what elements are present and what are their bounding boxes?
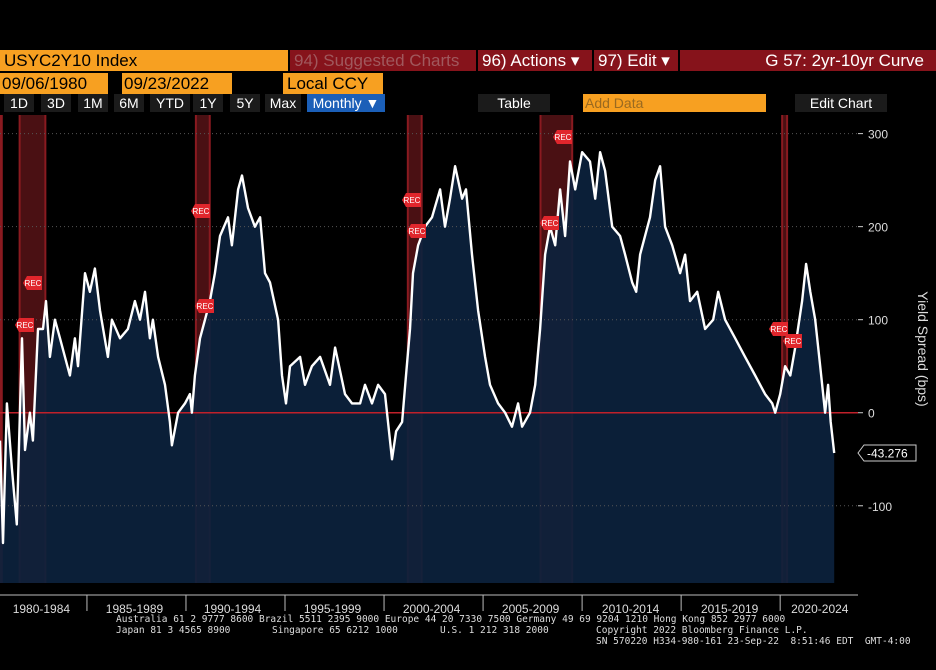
y-tick-label: 300 bbox=[868, 128, 888, 142]
rec-label: REC bbox=[197, 302, 214, 311]
last-value-label: -43.276 bbox=[867, 446, 908, 460]
y-axis-label: Yield Spread (bps) bbox=[915, 291, 931, 406]
x-tick-label: 1995-1999 bbox=[304, 602, 362, 616]
rec-marker bbox=[15, 318, 34, 332]
currency[interactable]: Local CCY bbox=[283, 73, 383, 94]
period-button[interactable]: 1Y bbox=[193, 94, 223, 112]
suggested-charts[interactable]: 94) Suggested Charts bbox=[290, 50, 476, 71]
frequency[interactable]: Monthly ▼ bbox=[307, 94, 385, 112]
x-tick-label: 2015-2019 bbox=[701, 602, 759, 616]
rec-marker bbox=[553, 130, 572, 144]
rec-marker bbox=[195, 299, 214, 313]
edit-menu[interactable]: 97) Edit ▾ bbox=[594, 50, 678, 71]
footer-line: Copyright 2022 Bloomberg Finance L.P. bbox=[596, 625, 808, 636]
period-button[interactable]: 6M bbox=[114, 94, 144, 112]
period-button[interactable]: 1M bbox=[78, 94, 108, 112]
edit-chart[interactable]: Edit Chart bbox=[795, 94, 887, 112]
start-date[interactable]: 09/06/1980 bbox=[0, 73, 108, 94]
actions-menu[interactable]: 96) Actions ▾ bbox=[478, 50, 592, 71]
rec-label: REC bbox=[25, 279, 42, 288]
period-button[interactable]: YTD bbox=[150, 94, 190, 112]
rec-marker bbox=[191, 204, 210, 218]
y-tick-label: 200 bbox=[868, 221, 888, 235]
rec-label: REC bbox=[404, 196, 421, 205]
y-tick-label: 0 bbox=[868, 407, 875, 421]
page-title: G 57: 2yr-10yr Curve bbox=[680, 50, 936, 71]
end-date[interactable]: 09/23/2022 bbox=[122, 73, 232, 94]
rec-marker bbox=[407, 224, 426, 238]
period-button[interactable]: 5Y bbox=[230, 94, 260, 112]
rec-label: REC bbox=[17, 321, 34, 330]
recession-band bbox=[782, 115, 788, 583]
footer-line: U.S. 1 212 318 2000 bbox=[440, 625, 549, 636]
x-tick-label: 2020-2024 bbox=[791, 602, 849, 616]
period-button[interactable]: Max bbox=[265, 94, 301, 112]
add-data[interactable]: Add Data bbox=[583, 94, 766, 112]
rec-label: REC bbox=[193, 207, 210, 216]
last-value-flag bbox=[857, 444, 917, 462]
rec-marker bbox=[540, 216, 559, 230]
period-button[interactable]: 1D bbox=[4, 94, 34, 112]
footer-line: Singapore 65 6212 1000 bbox=[272, 625, 398, 636]
x-tick-label: 1990-1994 bbox=[204, 602, 262, 616]
footer-line: SN 570220 H334-980-161 23-Sep-22 8:51:46… bbox=[596, 636, 911, 647]
plot bbox=[0, 115, 858, 583]
rec-marker bbox=[783, 334, 802, 348]
y-tick-label: 100 bbox=[868, 314, 888, 328]
x-tick-label: 2010-2014 bbox=[602, 602, 660, 616]
x-tick-label: 1985-1989 bbox=[106, 602, 164, 616]
footer-line: Japan 81 3 4565 8900 bbox=[116, 625, 231, 636]
x-tick-label: 2005-2009 bbox=[502, 602, 560, 616]
line bbox=[0, 151, 836, 545]
y-tick-label: -100 bbox=[868, 500, 892, 514]
table-button[interactable]: Table bbox=[478, 94, 550, 112]
rec-label: REC bbox=[555, 133, 572, 142]
ticker[interactable]: USYC2Y10 Index bbox=[0, 50, 288, 71]
period-button[interactable]: 3D bbox=[41, 94, 71, 112]
footer-line: Australia 61 2 9777 8600 Brazil 5511 239… bbox=[116, 614, 786, 625]
x-tick-label: 2000-2004 bbox=[403, 602, 461, 616]
rec-marker bbox=[769, 322, 788, 336]
rec-marker bbox=[23, 276, 42, 290]
rec-marker bbox=[402, 193, 421, 207]
rec-label: REC bbox=[542, 219, 559, 228]
x-tick-label: 1980-1984 bbox=[13, 602, 71, 616]
rec-label: REC bbox=[785, 337, 802, 346]
rec-label: REC bbox=[409, 227, 426, 236]
rec-label: REC bbox=[771, 325, 788, 334]
